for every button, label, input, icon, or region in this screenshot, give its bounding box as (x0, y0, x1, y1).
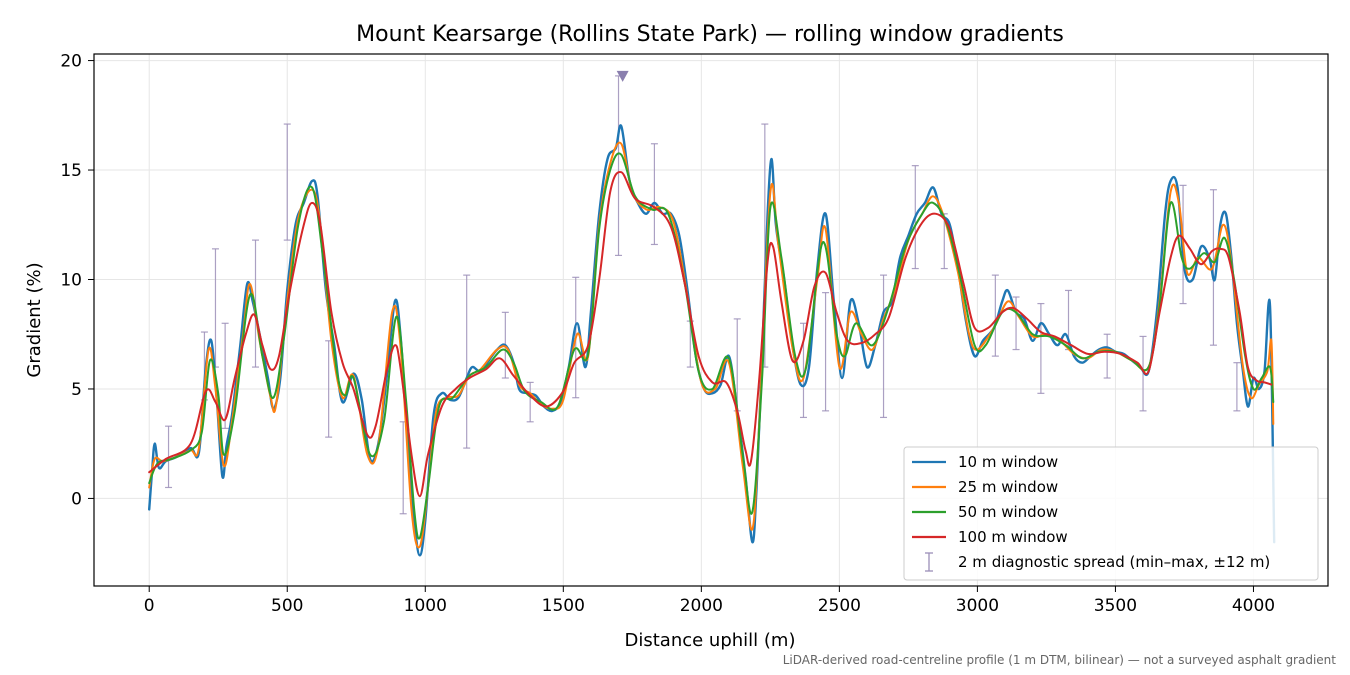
y-tick-label: 20 (60, 52, 82, 72)
diagnostic-spread-bar (650, 143, 658, 246)
x-tick-label: 0 (144, 596, 155, 616)
diagnostic-spread-bar (463, 274, 471, 449)
legend-entry: 50 m window (912, 503, 1058, 521)
series-line-50-m-window (148, 152, 1275, 540)
x-tick-label: 3500 (1094, 596, 1137, 616)
plot-frame (93, 53, 1329, 587)
legend-label: 10 m window (958, 453, 1058, 471)
x-tick-label: 1000 (404, 596, 447, 616)
diagnostic-spread-bar (822, 292, 830, 412)
diagnostic-spread-bar (1233, 362, 1241, 412)
legend-entry: 10 m window (912, 453, 1058, 471)
chart-title: Mount Kearsarge (Rollins State Park) — r… (356, 22, 1064, 47)
diagnostic-spread-bar (526, 381, 534, 423)
legend-label: 100 m window (958, 528, 1068, 546)
legend-label: 25 m window (958, 478, 1058, 496)
diagnostic-spread-bar (1139, 335, 1147, 412)
x-tick-label: 500 (271, 596, 303, 616)
y-tick-label: 0 (71, 489, 82, 509)
legend-entry: 100 m window (912, 528, 1068, 546)
legend-entry: 25 m window (912, 478, 1058, 496)
y-tick-label: 15 (60, 161, 82, 181)
legend-label: 50 m window (958, 503, 1058, 521)
x-tick-label: 3000 (956, 596, 999, 616)
diagnostic-spread-bar (1103, 333, 1111, 379)
footnote: LiDAR-derived road-centreline profile (1… (783, 653, 1337, 667)
legend-box (903, 446, 1319, 581)
x-tick-label: 2500 (818, 596, 861, 616)
diagnostic-spread-bar (221, 322, 229, 429)
legend-label: 2 m diagnostic spread (min–max, ±12 m) (958, 553, 1270, 571)
diagnostic-spread-bar (283, 123, 291, 241)
series-line-100-m-window (148, 171, 1273, 498)
diagnostic-spread-bar (615, 75, 623, 257)
diagnostic-spread-bar (880, 274, 888, 419)
x-tick-label: 1500 (542, 596, 585, 616)
series-layer (148, 70, 1276, 557)
x-axis-label: Distance uphill (m) (625, 630, 796, 651)
peak-marker (616, 70, 629, 82)
x-tick-label: 4000 (1232, 596, 1275, 616)
axes: 0 500 1000 1500 2000 2500 3000 3500 4000 0 5 10 15 20 (60, 52, 1275, 616)
legend: 10 m window 25 m window 50 m window 100 m w… (903, 446, 1319, 581)
diagnostic-spread-bar (1012, 296, 1020, 351)
y-tick-label: 5 (71, 380, 82, 400)
diagnostic-spread-bar (991, 274, 999, 357)
diagnostic-spread-bar (1037, 302, 1045, 394)
legend-entry: 2 m diagnostic spread (min–max, ±12 m) (925, 552, 1270, 572)
y-axis-label: Gradient (%) (24, 262, 45, 377)
y-tick-label: 10 (60, 270, 82, 290)
x-tick-label: 2000 (680, 596, 723, 616)
